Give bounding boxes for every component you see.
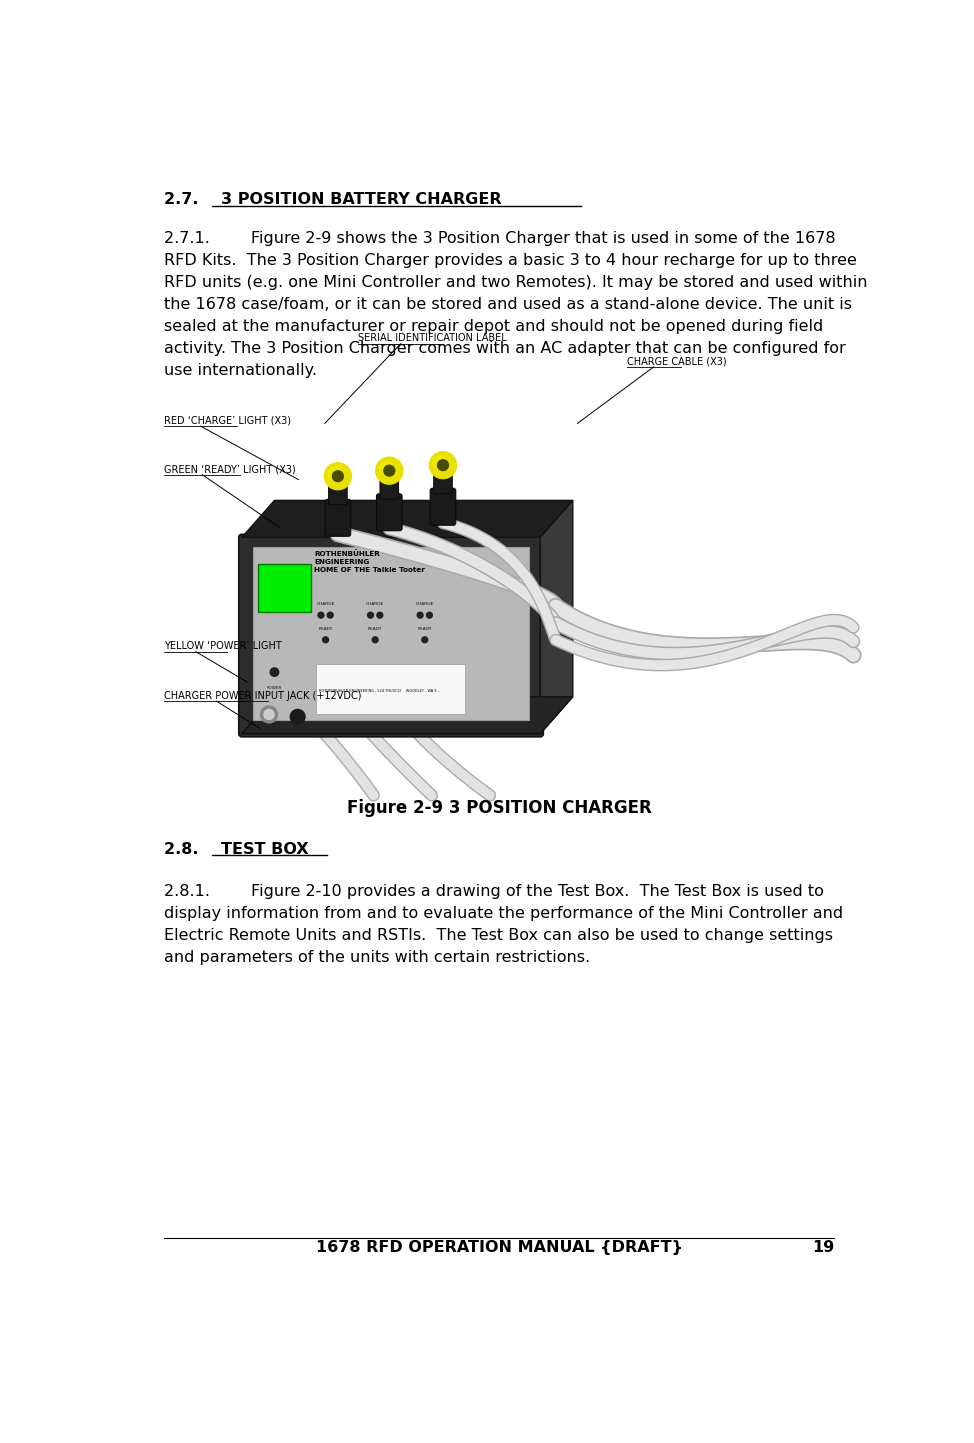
Text: 19: 19 [811,1240,834,1255]
FancyBboxPatch shape [380,475,398,499]
Text: 2.7.1.        Figure 2-9 shows the 3 Position Charger that is used in some of th: 2.7.1. Figure 2-9 shows the 3 Position C… [165,231,836,245]
Text: 2.7.    3 POSITION BATTERY CHARGER: 2.7. 3 POSITION BATTERY CHARGER [165,192,502,208]
Text: 1678 RFD OPERATION MANUAL {DRAFT}: 1678 RFD OPERATION MANUAL {DRAFT} [316,1240,683,1255]
Circle shape [427,612,432,618]
Text: CHARGE CABLE (X3): CHARGE CABLE (X3) [627,356,727,367]
Polygon shape [242,697,573,733]
Text: display information from and to evaluate the performance of the Mini Controller : display information from and to evaluate… [165,906,843,921]
Text: Figure 2-9 3 POSITION CHARGER: Figure 2-9 3 POSITION CHARGER [347,799,652,817]
Circle shape [372,636,378,642]
Text: CHARGE: CHARGE [317,602,335,606]
Text: YELLOW ‘POWER’ LIGHT: YELLOW ‘POWER’ LIGHT [165,641,282,651]
Circle shape [377,612,383,618]
Text: SERIAL IDENTIFICATION LABEL: SERIAL IDENTIFICATION LABEL [358,333,506,343]
FancyBboxPatch shape [433,469,452,494]
Text: RFD Kits.  The 3 Position Charger provides a basic 3 to 4 hour recharge for up t: RFD Kits. The 3 Position Charger provide… [165,253,857,268]
Text: ROTHENBÜHLER
ENGINEERING
HOME OF THE Talkie Tooter: ROTHENBÜHLER ENGINEERING HOME OF THE Tal… [314,550,425,573]
Circle shape [332,470,343,482]
Text: READY: READY [318,626,333,631]
FancyBboxPatch shape [377,494,402,531]
Text: sealed at the manufacturer or repair depot and should not be opened during field: sealed at the manufacturer or repair dep… [165,319,824,333]
Text: RED ‘CHARGE’ LIGHT (X3): RED ‘CHARGE’ LIGHT (X3) [165,416,291,426]
Text: 2.8.    TEST BOX: 2.8. TEST BOX [165,841,309,857]
Polygon shape [242,501,573,537]
FancyBboxPatch shape [317,664,465,714]
Circle shape [264,710,274,720]
Text: CHARGE: CHARGE [416,602,434,606]
FancyBboxPatch shape [325,499,351,537]
Circle shape [327,612,333,618]
Text: CHARGER POWER INPUT JACK (+12VDC): CHARGER POWER INPUT JACK (+12VDC) [165,691,362,701]
Text: 2.8.1.        Figure 2-10 provides a drawing of the Test Box.  The Test Box is u: 2.8.1. Figure 2-10 provides a drawing of… [165,885,824,899]
Circle shape [417,612,423,618]
Circle shape [430,452,457,479]
Circle shape [270,668,279,677]
Circle shape [260,706,278,723]
Text: ROTHENBUHLER ENGINEERING - 524 THUOCLY    WOODLEY - WA 9...: ROTHENBUHLER ENGINEERING - 524 THUOCLY W… [319,688,440,693]
Circle shape [432,456,447,470]
FancyBboxPatch shape [431,488,456,525]
Text: activity. The 3 Position Charger comes with an AC adapter that can be configured: activity. The 3 Position Charger comes w… [165,341,846,355]
FancyBboxPatch shape [258,564,311,612]
Circle shape [379,462,393,475]
Text: Electric Remote Units and RSTIs.  The Test Box can also be used to change settin: Electric Remote Units and RSTIs. The Tes… [165,928,834,942]
Text: the 1678 case/foam, or it can be stored and used as a stand-alone device. The un: the 1678 case/foam, or it can be stored … [165,297,852,312]
Circle shape [290,710,305,724]
Text: READY: READY [368,626,383,631]
Text: POWER: POWER [267,685,282,690]
FancyBboxPatch shape [252,547,530,720]
Circle shape [322,636,328,642]
Text: and parameters of the units with certain restrictions.: and parameters of the units with certain… [165,949,590,965]
Text: use internationally.: use internationally. [165,362,318,378]
FancyBboxPatch shape [328,481,347,505]
Circle shape [324,463,352,489]
Circle shape [437,460,448,470]
FancyBboxPatch shape [239,534,543,737]
Circle shape [328,468,342,481]
Circle shape [367,612,373,618]
Circle shape [384,465,394,476]
Circle shape [318,612,324,618]
Text: GREEN ‘READY’ LIGHT (X3): GREEN ‘READY’ LIGHT (X3) [165,465,296,475]
Text: RFD units (e.g. one Mini Controller and two Remotes). It may be stored and used : RFD units (e.g. one Mini Controller and … [165,274,868,290]
Circle shape [376,457,403,485]
Text: CHARGE: CHARGE [366,602,385,606]
Circle shape [422,636,428,642]
Polygon shape [541,501,573,733]
Text: READY: READY [418,626,431,631]
